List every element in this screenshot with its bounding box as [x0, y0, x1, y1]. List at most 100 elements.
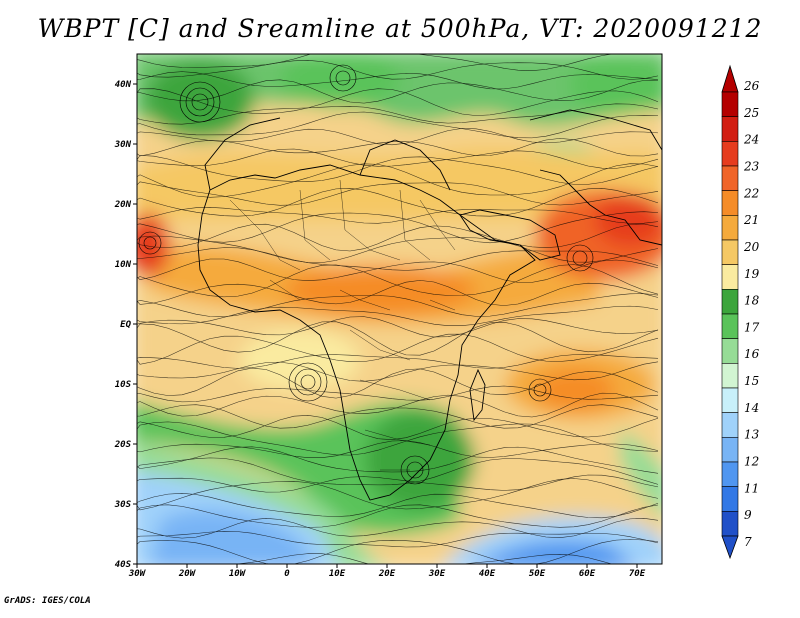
streamline [137, 128, 659, 146]
colorbar-segment [721, 165, 739, 191]
colorbar-label: 24 [743, 133, 759, 147]
lon-tick-label: 10W [229, 569, 247, 579]
streamline [137, 333, 659, 365]
streamline [137, 60, 659, 80]
lat-tick-label: 40N [115, 80, 132, 90]
colorbar-label: 7 [744, 535, 752, 549]
streamline [137, 539, 659, 564]
colorbar-label: 15 [744, 374, 759, 388]
streamline [137, 163, 659, 198]
lat-tick-label: 20S [114, 440, 132, 450]
colorbar-label: 19 [744, 267, 760, 281]
lat-tick-label: 20N [114, 200, 132, 210]
colorbar-label: 22 [743, 186, 759, 200]
colorbar-segment [721, 215, 739, 241]
colorbar-segment [721, 289, 739, 315]
streamline [137, 478, 659, 511]
longitude-axis: 30W 20W 10W 0 10E 20E 30E 40E 50E 60E 70E [128, 564, 646, 579]
lat-tick-label: 30S [114, 500, 132, 510]
streamline [137, 207, 659, 224]
colorbar-segment [721, 91, 739, 117]
latitude-axis: 40N 30N 20N 10N EQ 10S 20S 30S 40S [114, 80, 137, 570]
streamline [137, 354, 659, 369]
colorbar-segment [721, 264, 739, 290]
streamline [137, 54, 614, 71]
streamline [137, 235, 659, 263]
streamline [137, 367, 659, 399]
colorbar-min-arrow [721, 535, 739, 560]
streamline [137, 385, 659, 403]
colorbar-segment [721, 437, 739, 463]
streamlines [137, 54, 659, 564]
streamline [137, 280, 659, 306]
lon-tick-label: 50E [529, 569, 546, 579]
lat-tick-label: 10S [115, 380, 132, 390]
lat-tick-label: 40S [115, 560, 132, 570]
streamline [137, 88, 659, 116]
vortex-markers [138, 64, 594, 485]
streamline [137, 211, 659, 244]
credit-label: GrADS: IGES/COLA [4, 596, 91, 606]
colorbar-segment [721, 116, 739, 142]
colorbar-label: 9 [744, 508, 752, 522]
streamline [137, 305, 659, 326]
streamline [137, 392, 659, 418]
colorbar-label: 17 [744, 320, 760, 334]
colorbar-label: 12 [744, 455, 759, 469]
streamline [137, 504, 659, 528]
streamline [137, 258, 659, 283]
streamline [137, 148, 659, 169]
streamline [137, 316, 659, 338]
colorbar-label: 25 [743, 106, 759, 120]
lon-tick-label: 30E [428, 569, 446, 579]
streamline [137, 71, 659, 90]
colorbar-label: 16 [744, 347, 760, 361]
chart-title: WBPT [C] and Sreamline at 500hPa, VT: 20… [37, 14, 763, 43]
lon-tick-label: 30W [128, 569, 147, 579]
lat-tick-label: EQ [120, 320, 131, 330]
lon-tick-label: 0 [284, 569, 290, 579]
colorbar-segment [721, 486, 739, 512]
streamline [137, 415, 659, 440]
colorbar-segment [721, 387, 739, 413]
colorbar-segment [721, 461, 739, 487]
colorbar-label: 13 [744, 428, 760, 442]
streamline [137, 404, 659, 429]
colorbar-label: 21 [743, 213, 759, 227]
streamline [137, 446, 659, 474]
colorbar-segment [721, 141, 739, 167]
colorbar: 26 25 24 23 22 21 20 19 18 17 16 15 14 13 12 11 9 7 [721, 64, 760, 560]
colorbar-segment [721, 190, 739, 216]
streamline [137, 138, 659, 157]
streamline [137, 188, 659, 217]
colorbar-label: 23 [743, 159, 760, 173]
lon-tick-label: 20W [178, 569, 197, 579]
colorbar-segment [721, 338, 739, 364]
streamline [137, 181, 659, 206]
colorbar-label: 26 [743, 79, 760, 93]
temperature-field [137, 54, 662, 564]
map-plot-area [137, 54, 662, 564]
lon-tick-label: 60E [579, 569, 596, 579]
streamline [137, 531, 659, 548]
colorbar-label: 20 [743, 240, 760, 254]
map-frame [136, 53, 663, 565]
streamline [137, 103, 659, 125]
colorbar-segment [721, 313, 739, 339]
colorbar-segment [721, 511, 739, 537]
streamline [137, 361, 659, 382]
lon-tick-label: 70E [629, 569, 646, 579]
lon-tick-label: 10E [329, 569, 346, 579]
streamline [137, 79, 659, 104]
streamline [137, 421, 659, 456]
streamline [137, 264, 659, 298]
lon-tick-label: 20E [378, 569, 396, 579]
streamline [137, 223, 659, 252]
streamline [137, 440, 659, 458]
streamline [137, 293, 659, 318]
streamline [137, 474, 659, 493]
colorbar-label: 18 [744, 294, 760, 308]
streamline [137, 321, 659, 356]
streamline [137, 457, 659, 486]
